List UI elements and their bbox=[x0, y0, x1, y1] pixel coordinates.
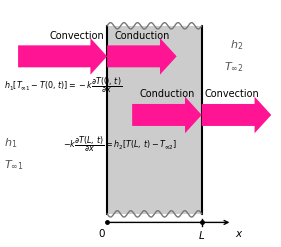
Text: $L$: $L$ bbox=[198, 228, 205, 241]
Text: $x$: $x$ bbox=[235, 228, 244, 239]
Polygon shape bbox=[132, 97, 202, 133]
Text: $h_2$: $h_2$ bbox=[230, 39, 243, 52]
Text: $h_1$: $h_1$ bbox=[4, 136, 17, 150]
Polygon shape bbox=[202, 97, 271, 133]
Text: $T_{\infty 2}$: $T_{\infty 2}$ bbox=[224, 61, 243, 74]
Text: Convection: Convection bbox=[49, 31, 104, 41]
Text: 0: 0 bbox=[98, 228, 105, 239]
Text: $T_{\infty 1}$: $T_{\infty 1}$ bbox=[4, 158, 24, 172]
Text: Conduction: Conduction bbox=[114, 31, 169, 41]
Polygon shape bbox=[18, 38, 107, 75]
Bar bbox=[107, 26, 202, 214]
Text: $h_1[T_{\infty 1}-T(0,\,t)]=-k\dfrac{\partial T(0,\,t)}{\partial x}$: $h_1[T_{\infty 1}-T(0,\,t)]=-k\dfrac{\pa… bbox=[4, 76, 123, 95]
Text: Convection: Convection bbox=[205, 89, 259, 99]
Text: $-k\dfrac{\partial T(L,\,t)}{\partial x}=h_2[T(L,\,t)-T_{\infty 2}]$: $-k\dfrac{\partial T(L,\,t)}{\partial x}… bbox=[63, 135, 177, 154]
Text: Conduction: Conduction bbox=[139, 89, 195, 99]
Polygon shape bbox=[107, 38, 177, 75]
